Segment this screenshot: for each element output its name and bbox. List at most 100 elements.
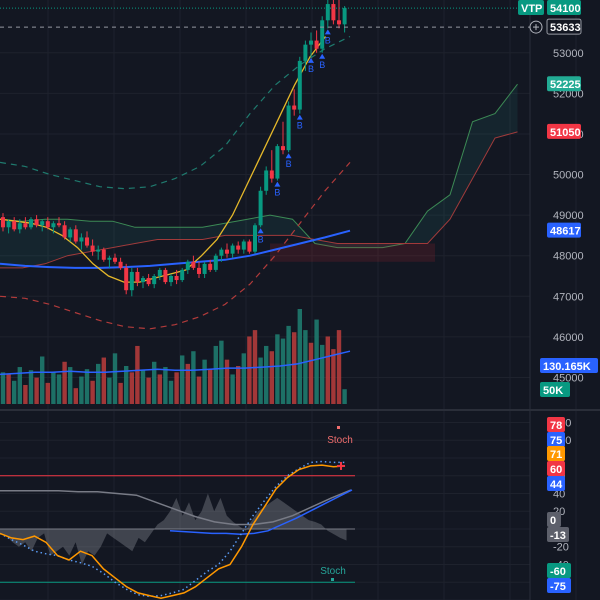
price-54100: 54100 — [547, 0, 581, 15]
volume-bar — [202, 359, 207, 404]
candle-up — [180, 269, 185, 281]
lower-band-dashed — [0, 162, 351, 330]
volume-bar — [112, 353, 118, 404]
volume-bar — [174, 372, 179, 404]
volume-bar — [297, 309, 302, 404]
candle-down — [208, 263, 213, 270]
stoch-neg60: -60 — [547, 563, 571, 578]
buy-marker: B — [325, 35, 331, 45]
stoch-44-text: 44 — [550, 479, 563, 491]
candle-down — [57, 223, 61, 226]
volume-avg-label: 130.165K — [540, 358, 598, 373]
level-48617: 48617 — [547, 222, 581, 238]
candle-down — [292, 105, 297, 110]
volume-bar — [124, 366, 129, 404]
price-axis-tick: 50000 — [553, 170, 584, 182]
candle-up — [325, 4, 330, 21]
stoch-75-bg — [547, 432, 565, 447]
candle-up — [107, 257, 112, 260]
vtp-label-text: VTP — [521, 3, 542, 15]
volume-bar — [79, 376, 84, 404]
volume-bar — [152, 361, 157, 404]
stoch-71-text: 71 — [550, 449, 562, 461]
stoch-60-text: 60 — [550, 464, 562, 476]
level-48617-bg — [547, 222, 581, 238]
buy-marker: B — [308, 64, 314, 74]
price-axis-tick: 48000 — [553, 251, 584, 263]
volume-bar — [146, 377, 151, 404]
buy-arrow-icon — [285, 153, 292, 159]
volume-bar — [157, 374, 162, 404]
volume-bar — [129, 372, 134, 404]
candle-down — [331, 4, 336, 21]
stoch-78-text: 78 — [550, 420, 562, 432]
vtp-label: VTP — [518, 0, 544, 15]
cloud-fill — [0, 84, 518, 268]
volume-bar — [163, 367, 168, 404]
cloud-red-zone — [270, 243, 435, 262]
volume-bar — [62, 361, 67, 404]
vtp-label-bg — [518, 0, 544, 15]
volume-bar — [241, 353, 246, 404]
level-48617-text: 48617 — [550, 226, 581, 238]
buy-marker: B — [286, 159, 292, 169]
stoch-axis-tick: 40 — [553, 488, 565, 500]
candle-up — [297, 60, 302, 110]
volume-bar — [84, 369, 90, 404]
buy-marker: B — [258, 234, 264, 244]
candle-up — [51, 223, 56, 228]
volume-bar — [34, 377, 39, 404]
volume-bar — [168, 380, 174, 404]
stoch-top-dot — [337, 426, 340, 429]
buy-marker: B — [297, 121, 303, 131]
candle-up — [241, 241, 246, 250]
candle-up — [96, 249, 101, 252]
stoch-0-text: 0 — [550, 515, 556, 527]
stoch-78: 78 — [547, 417, 565, 432]
volume-bar — [56, 374, 62, 404]
volume-bar — [90, 380, 95, 404]
volume-bar — [45, 382, 50, 404]
stoch-0-bg — [547, 512, 561, 527]
stoch-60: 60 — [547, 461, 565, 476]
volume-bar — [342, 389, 347, 404]
stoch-label-bottom: Stoch — [320, 566, 346, 577]
price-axis-tick: 45000 — [553, 372, 584, 384]
volume-bar — [336, 330, 342, 404]
volume-bar — [140, 370, 146, 404]
candle-up — [29, 219, 33, 228]
volume-bar — [107, 377, 112, 404]
stoch-neg13-bg — [547, 527, 569, 542]
buy-arrow-icon — [319, 53, 326, 59]
volume-bar — [308, 342, 314, 404]
volume-bar — [180, 355, 185, 404]
level-51050-bg — [547, 123, 581, 139]
volume-bar — [230, 374, 235, 404]
candle-up — [219, 249, 224, 256]
level-51050-text: 51050 — [550, 127, 581, 139]
volume-bar — [96, 363, 101, 404]
candle-up — [79, 237, 84, 242]
price-axis-tick: 47000 — [553, 291, 584, 303]
buy-arrow-icon — [324, 29, 331, 35]
volume-bar — [314, 319, 319, 404]
candle-up — [253, 225, 257, 252]
volume-bar — [213, 345, 218, 404]
yellow-moving-average — [0, 36, 327, 283]
level-52225: 52225 — [547, 76, 581, 92]
candle-up — [303, 44, 308, 61]
price-axis-tick: 52000 — [553, 88, 584, 100]
crosshair-price: 53633 — [546, 18, 582, 35]
stoch-neg60-text: -60 — [550, 566, 566, 578]
stoch-71-bg — [547, 446, 565, 461]
volume-bar — [258, 357, 263, 404]
volume-bar — [23, 385, 28, 404]
stoch-44: 44 — [547, 476, 565, 491]
volume-avg-label-text: 130.165K — [543, 361, 591, 373]
cloud-bottom-line — [0, 131, 518, 269]
stoch-neg60-bg — [547, 563, 571, 578]
candle-down — [269, 170, 274, 179]
buy-marker: B — [319, 60, 325, 70]
